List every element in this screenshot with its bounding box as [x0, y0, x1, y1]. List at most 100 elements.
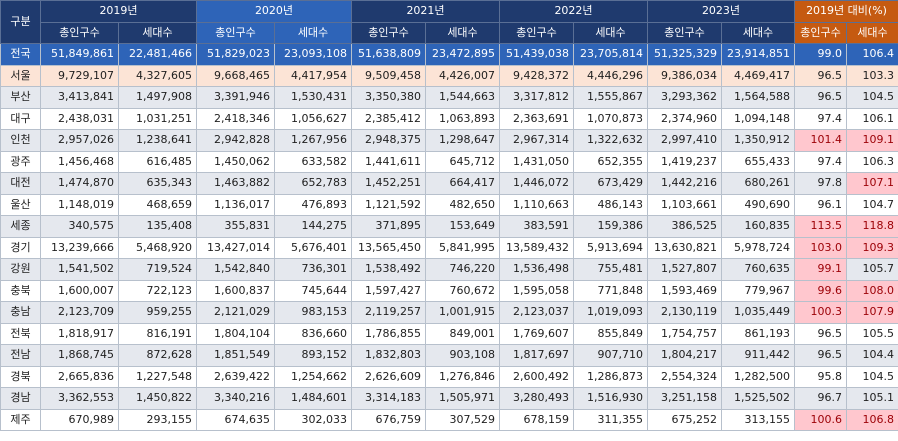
household-cell: 779,967 — [721, 279, 795, 302]
population-cell: 670,989 — [40, 408, 119, 431]
table-row: 전북 1,818,917 816,191 1,804,104 836,660 1,786,… — [0, 322, 898, 345]
household-cell: 159,386 — [573, 215, 648, 238]
table-row: 부산 3,413,841 1,497,908 3,391,946 1,530,431 3,… — [0, 86, 898, 109]
household-cell: 153,649 — [425, 215, 500, 238]
household-cell: 745,644 — [274, 279, 352, 302]
region-name-cell: 제주 — [0, 408, 41, 431]
table-row: 충북 1,600,007 722,123 1,600,837 745,644 1,597,… — [0, 279, 898, 302]
year-header-2023: 2023년 — [647, 0, 795, 23]
population-ratio-cell: 96.5 — [794, 86, 847, 109]
population-ratio-cell: 99.1 — [794, 258, 847, 281]
household-cell: 1,019,093 — [573, 301, 648, 324]
population-cell: 1,441,611 — [351, 150, 426, 173]
subheader-population: 총인구수 — [647, 21, 722, 44]
household-cell: 1,564,588 — [721, 86, 795, 109]
household-cell: 760,635 — [721, 258, 795, 281]
population-cell: 13,565,450 — [351, 236, 426, 259]
household-ratio-cell: 104.5 — [845, 365, 898, 388]
household-ratio-cell: 108.0 — [845, 279, 898, 302]
household-cell: 1,505,971 — [425, 387, 500, 410]
region-name-cell: 전남 — [0, 344, 41, 367]
household-cell: 4,469,417 — [721, 64, 795, 87]
population-cell: 2,997,410 — [647, 129, 722, 152]
population-cell: 1,110,663 — [499, 193, 574, 216]
household-ratio-cell: 118.8 — [845, 215, 898, 238]
household-cell: 1,282,500 — [721, 365, 795, 388]
household-ratio-cell: 107.1 — [845, 172, 898, 195]
population-cell: 1,527,807 — [647, 258, 722, 281]
table-row: 강원 1,541,502 719,524 1,542,840 736,301 1,538,… — [0, 258, 898, 281]
household-cell: 849,001 — [425, 322, 500, 345]
household-ratio-cell: 109.3 — [845, 236, 898, 259]
population-ratio-cell: 100.3 — [794, 301, 847, 324]
population-cell: 340,575 — [40, 215, 119, 238]
table-row: 전남 1,868,745 872,628 1,851,549 893,152 1,832,… — [0, 344, 898, 367]
population-cell: 3,314,183 — [351, 387, 426, 410]
household-cell: 1,350,912 — [721, 129, 795, 152]
household-ratio-cell: 106.8 — [845, 408, 898, 431]
household-cell: 872,628 — [118, 344, 197, 367]
household-cell: 652,355 — [573, 150, 648, 173]
household-cell: 490,690 — [721, 193, 795, 216]
population-cell: 2,130,119 — [647, 301, 722, 324]
population-cell: 1,419,237 — [647, 150, 722, 173]
household-cell: 1,497,908 — [118, 86, 197, 109]
region-name-cell: 대전 — [0, 172, 41, 195]
household-cell: 673,429 — [573, 172, 648, 195]
table-row: 광주 1,456,468 616,485 1,450,062 633,582 1,441,… — [0, 150, 898, 173]
household-cell: 680,261 — [721, 172, 795, 195]
household-cell: 664,417 — [425, 172, 500, 195]
household-ratio-cell: 106.1 — [845, 107, 898, 130]
table-row: 충남 2,123,709 959,255 2,121,029 983,153 2,119,… — [0, 301, 898, 324]
table-row: 전국 51,849,861 22,481,466 51,829,023 23,093,1… — [0, 43, 898, 66]
region-name-cell: 세종 — [0, 215, 41, 238]
household-cell: 5,913,694 — [573, 236, 648, 259]
population-cell: 676,759 — [351, 408, 426, 431]
household-cell: 1,544,663 — [425, 86, 500, 109]
household-cell: 1,001,915 — [425, 301, 500, 324]
population-cell: 674,635 — [196, 408, 275, 431]
household-ratio-cell: 106.4 — [845, 43, 898, 66]
subheader-population: 총인구수 — [196, 21, 275, 44]
household-cell: 746,220 — [425, 258, 500, 281]
table-row: 대구 2,438,031 1,031,251 2,418,346 1,056,627 2,… — [0, 107, 898, 130]
household-cell: 722,123 — [118, 279, 197, 302]
population-household-table: 구분 2019년 2020년 2021년 2022년 2023년 2019년 대… — [0, 0, 898, 431]
population-cell: 9,668,465 — [196, 64, 275, 87]
region-name-cell: 경남 — [0, 387, 41, 410]
population-ratio-cell: 97.4 — [794, 107, 847, 130]
population-cell: 2,942,828 — [196, 129, 275, 152]
household-cell: 760,672 — [425, 279, 500, 302]
household-cell: 1,555,867 — [573, 86, 648, 109]
household-cell: 23,093,108 — [274, 43, 352, 66]
population-cell: 1,804,217 — [647, 344, 722, 367]
population-cell: 1,446,072 — [499, 172, 574, 195]
population-cell: 2,554,324 — [647, 365, 722, 388]
population-cell: 1,121,592 — [351, 193, 426, 216]
population-cell: 51,439,038 — [499, 43, 574, 66]
household-cell: 1,298,647 — [425, 129, 500, 152]
household-ratio-cell: 107.9 — [845, 301, 898, 324]
region-name-cell: 전국 — [0, 43, 41, 66]
population-cell: 1,538,492 — [351, 258, 426, 281]
population-cell: 51,829,023 — [196, 43, 275, 66]
household-cell: 144,275 — [274, 215, 352, 238]
year-header-2021: 2021년 — [351, 0, 500, 23]
population-cell: 9,428,372 — [499, 64, 574, 87]
region-name-cell: 광주 — [0, 150, 41, 173]
household-cell: 5,468,920 — [118, 236, 197, 259]
household-ratio-cell: 104.7 — [845, 193, 898, 216]
population-cell: 13,239,666 — [40, 236, 119, 259]
region-name-cell: 울산 — [0, 193, 41, 216]
population-cell: 3,340,216 — [196, 387, 275, 410]
table-row: 제주 670,989 293,155 674,635 302,033 676,759 307… — [0, 408, 898, 431]
subheader-households: 세대수 — [118, 21, 197, 44]
household-cell: 135,408 — [118, 215, 197, 238]
population-cell: 1,600,007 — [40, 279, 119, 302]
population-ratio-cell: 103.0 — [794, 236, 847, 259]
population-cell: 1,868,745 — [40, 344, 119, 367]
household-cell: 959,255 — [118, 301, 197, 324]
population-cell: 1,832,803 — [351, 344, 426, 367]
population-cell: 2,639,422 — [196, 365, 275, 388]
population-cell: 1,597,427 — [351, 279, 426, 302]
